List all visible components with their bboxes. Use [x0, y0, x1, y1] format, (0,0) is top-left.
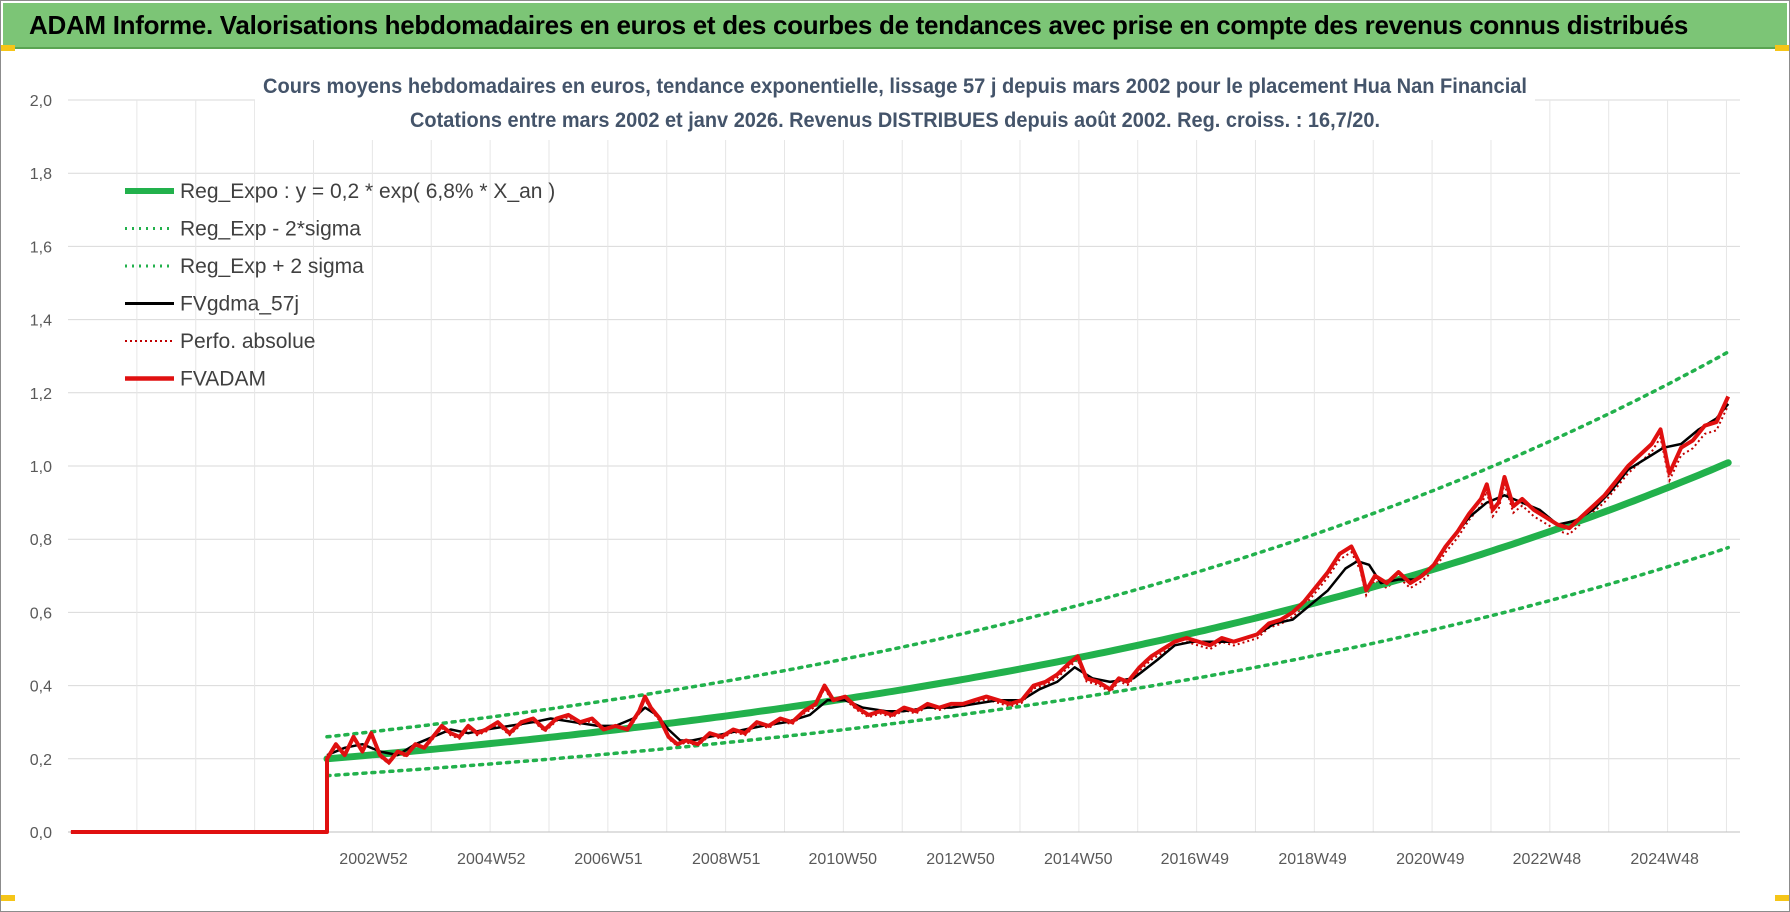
corner-marker: [1775, 895, 1789, 901]
legend-label: FVgdma_57j: [180, 293, 299, 316]
y-tick-label: 0,4: [30, 679, 52, 696]
x-tick-label: 2008W51: [692, 851, 761, 868]
x-tick-label: 2020W49: [1396, 851, 1465, 868]
x-tick-label: 2004W52: [457, 851, 526, 868]
y-tick-label: 1,4: [30, 313, 52, 330]
y-tick-label: 0,2: [30, 752, 52, 769]
fvadam-line: [70, 395, 1731, 834]
chart-title: Cours moyens hebdomadaires en euros, ten…: [263, 75, 1527, 98]
corner-marker: [1, 45, 15, 51]
reg-exp-minus-2sigma-line: [325, 545, 1730, 778]
x-tick-label: 2018W49: [1278, 851, 1347, 868]
legend-label: Reg_Exp - 2*sigma: [180, 218, 361, 241]
x-tick-label: 2006W51: [574, 851, 643, 868]
x-tick-label: 2002W52: [339, 851, 408, 868]
reg-exp-plus-2sigma-line: [325, 350, 1730, 739]
perfo-absolue-line: [70, 404, 1730, 833]
x-tick-label: 2012W50: [926, 851, 995, 868]
legend-label: Reg_Expo : y = 0,2 * exp( 6,8% * X_an ): [180, 180, 555, 203]
x-tick-label: 2024W48: [1630, 851, 1699, 868]
y-tick-label: 1,8: [30, 166, 52, 183]
x-tick-label: 2014W50: [1044, 851, 1113, 868]
y-tick-label: 1,2: [30, 386, 52, 403]
y-axis: 0,0 0,2 0,4 0,6 0,8 1,0 1,2 1,4 1,6 1,8 2,0: [30, 93, 52, 842]
x-tick-label: 2010W50: [809, 851, 878, 868]
x-tick-label: 2022W48: [1513, 851, 1582, 868]
x-axis: 2002W52 2004W52 2006W51 2008W51 2010W50 2012W…: [68, 831, 1740, 868]
legend: Reg_Expo : y = 0,2 * exp( 6,8% * X_an ) R…: [125, 180, 555, 391]
header-banner: ADAM Informe. Valorisations hebdomadaire…: [3, 3, 1787, 49]
corner-marker: [1775, 45, 1789, 51]
x-tick-label: 2016W49: [1161, 851, 1230, 868]
series-layer: [70, 350, 1732, 834]
y-tick-label: 0,0: [30, 825, 52, 842]
banner-title: ADAM Informe. Valorisations hebdomadaire…: [29, 10, 1689, 40]
legend-label: Reg_Exp + 2 sigma: [180, 255, 364, 278]
reg-expo-line: [323, 459, 1732, 763]
corner-marker: [1, 895, 15, 901]
y-tick-label: 2,0: [30, 93, 52, 110]
chart-subtitle: Cotations entre mars 2002 et janv 2026. …: [410, 109, 1380, 132]
legend-label: FVADAM: [180, 368, 266, 391]
y-tick-label: 0,8: [30, 532, 52, 549]
chart-titles: Cours moyens hebdomadaires en euros, ten…: [255, 66, 1535, 140]
fvgdma-57j-line: [326, 403, 1730, 757]
title-background: [255, 66, 1535, 140]
legend-label: Perfo. absolue: [180, 330, 315, 353]
y-tick-label: 0,6: [30, 605, 52, 622]
y-tick-label: 1,6: [30, 239, 52, 256]
y-tick-label: 1,0: [30, 459, 52, 476]
